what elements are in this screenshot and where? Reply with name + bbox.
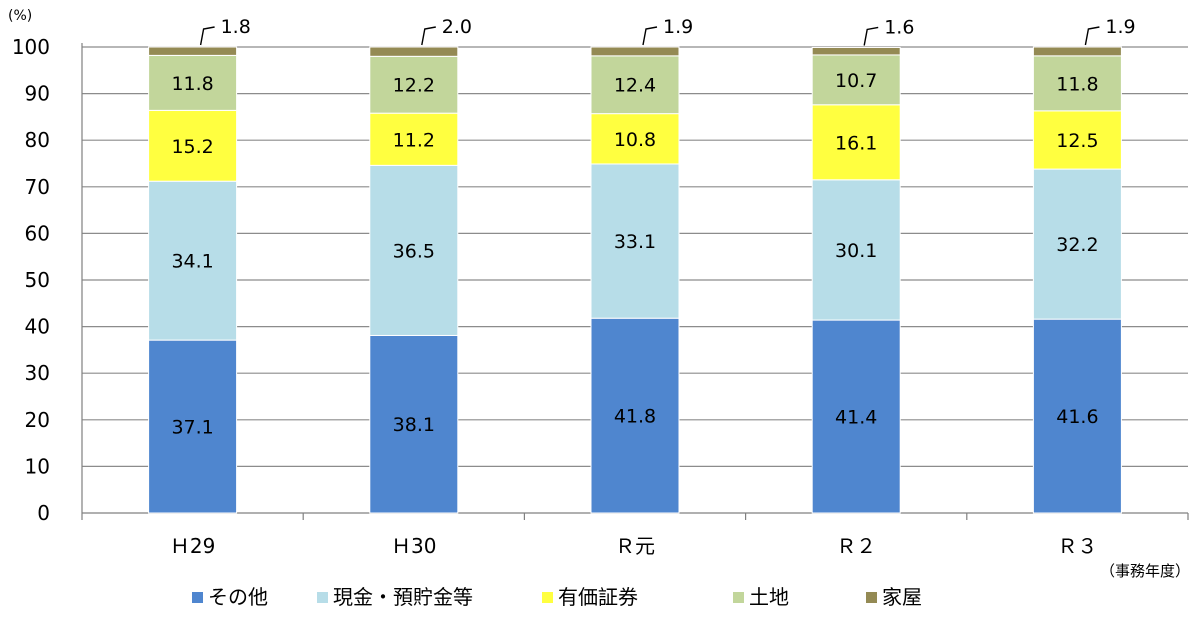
- legend-swatch: [542, 592, 553, 603]
- y-tick-label: 30: [25, 361, 50, 385]
- data-label: 12.4: [614, 75, 656, 97]
- x-category-label: Ｒ元: [615, 534, 655, 558]
- y-tick-label: 50: [25, 268, 50, 292]
- legend-swatch: [192, 592, 203, 603]
- data-label: 11.8: [171, 73, 213, 95]
- bar-segment: [369, 112, 459, 166]
- data-label: 16.1: [835, 132, 877, 154]
- bar-segment: [590, 317, 680, 514]
- bar-segment: [590, 163, 680, 319]
- legend-label: 有価証券: [558, 585, 638, 609]
- legend-swatch: [866, 592, 877, 603]
- y-tick-label: 60: [25, 221, 50, 245]
- legend-label: 家屋: [882, 585, 922, 609]
- callout-line: [1084, 26, 1100, 46]
- callout-line: [421, 26, 436, 46]
- data-label: 41.6: [1056, 406, 1098, 428]
- bar-segment: [590, 113, 680, 165]
- x-category-label: Ｈ29: [170, 534, 215, 558]
- data-label: 36.5: [393, 240, 435, 262]
- y-tick-label: 100: [12, 35, 50, 59]
- bar-segment: [369, 55, 459, 114]
- data-label: 10.8: [614, 129, 656, 151]
- bar-segment: [148, 46, 238, 56]
- x-category-label: Ｒ２: [836, 534, 876, 558]
- legend-swatch: [317, 592, 328, 603]
- data-label: 38.1: [393, 414, 435, 436]
- callout-line: [642, 26, 658, 46]
- data-label: 1.8: [221, 16, 251, 38]
- y-tick-label: 20: [25, 408, 50, 432]
- legend-swatch: [733, 592, 744, 603]
- data-label: 41.4: [835, 407, 877, 429]
- data-label: 37.1: [171, 417, 213, 439]
- bar-segment: [811, 319, 901, 514]
- bar-segment: [811, 46, 901, 56]
- data-label: 30.1: [835, 240, 877, 262]
- y-tick-label: 0: [37, 501, 50, 525]
- bar-segment: [811, 179, 901, 321]
- bar-segment: [1032, 110, 1122, 170]
- data-label: 33.1: [614, 231, 656, 253]
- data-label: 1.6: [884, 16, 914, 38]
- y-tick-label: 90: [25, 82, 50, 106]
- y-tick-label: 80: [25, 128, 50, 152]
- data-label: 10.7: [835, 70, 877, 92]
- data-label: 2.0: [442, 16, 472, 38]
- bar-segment: [590, 55, 680, 115]
- y-tick-label: 70: [25, 175, 50, 199]
- data-label: 15.2: [171, 136, 213, 158]
- bar-segment: [1032, 46, 1122, 57]
- legend-label: 現金・預貯金等: [333, 585, 473, 609]
- y-tick-label: 10: [25, 454, 50, 478]
- data-label: 12.2: [393, 75, 435, 97]
- data-label: 11.8: [1056, 73, 1098, 95]
- bar-segment: [369, 164, 459, 336]
- bar-segment: [1032, 55, 1122, 112]
- y-unit-label: (%): [8, 8, 32, 24]
- data-label: 34.1: [171, 251, 213, 273]
- x-unit-label: （事務年度）: [1100, 562, 1190, 580]
- data-label: 12.5: [1056, 130, 1098, 152]
- data-label: 1.9: [1105, 16, 1135, 38]
- x-category-label: Ｒ３: [1057, 534, 1097, 558]
- bar-segment: [369, 46, 459, 57]
- bar-segment: [1032, 318, 1122, 514]
- legend-label: その他: [208, 585, 268, 609]
- bar-segment: [811, 54, 901, 106]
- callout-line: [199, 26, 215, 46]
- bar-segment: [369, 334, 459, 514]
- data-label: 41.8: [614, 406, 656, 428]
- bar-segment: [811, 104, 901, 181]
- data-label: 32.2: [1056, 234, 1098, 256]
- bar-segment: [1032, 168, 1122, 320]
- data-label: 1.9: [663, 16, 693, 38]
- x-category-label: Ｈ30: [391, 534, 436, 558]
- callout-line: [863, 26, 879, 46]
- legend-label: 土地: [749, 585, 789, 609]
- bar-segment: [148, 54, 238, 111]
- y-tick-label: 40: [25, 315, 50, 339]
- data-label: 11.2: [393, 129, 435, 151]
- bar-segment: [590, 46, 680, 57]
